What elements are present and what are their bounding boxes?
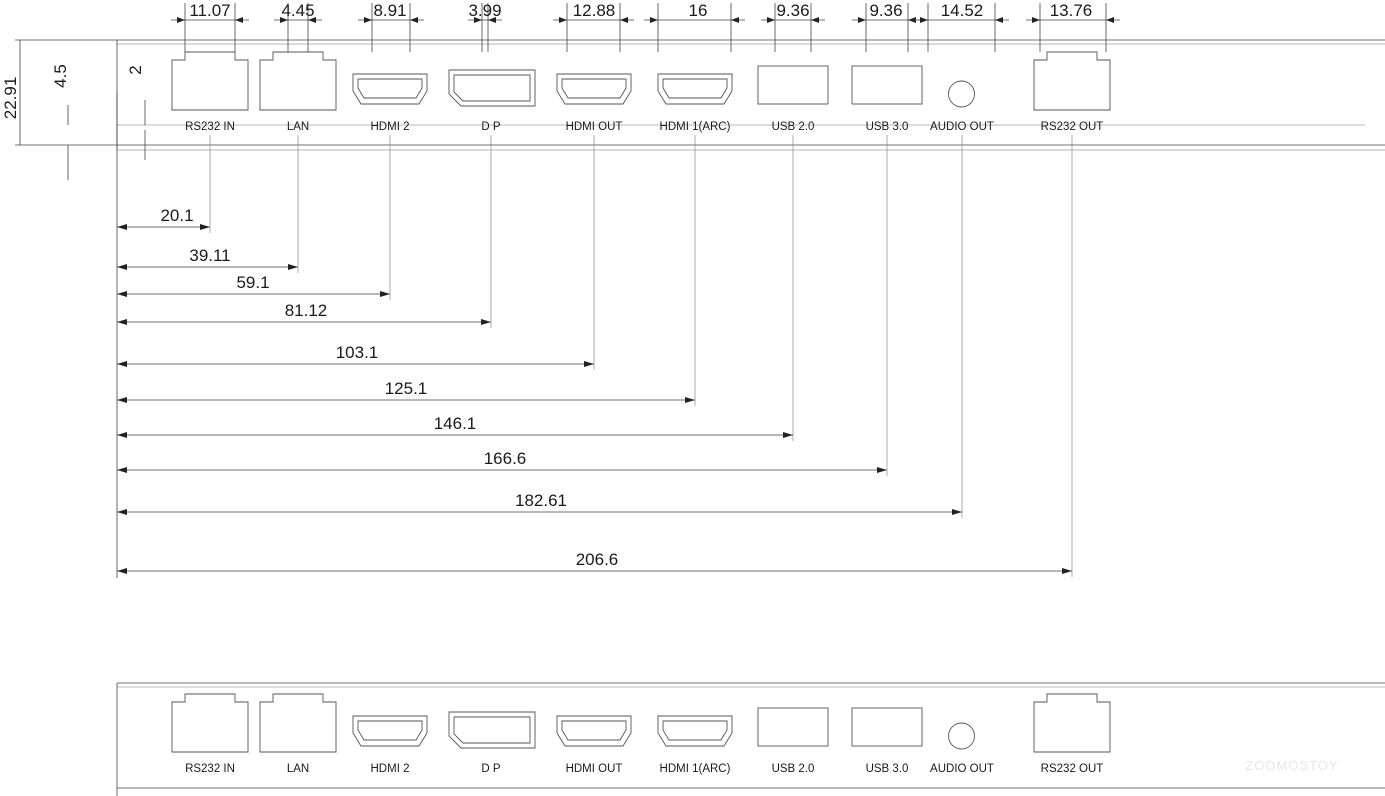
port-label-hdmi-out: HDMI OUT — [566, 121, 623, 133]
port-label-hdmi-out-bottom: HDMI OUT — [566, 763, 623, 775]
port-label-usb-3-0: USB 3.0 — [866, 121, 909, 133]
port-usb-2-0-top — [757, 65, 829, 105]
dim-total-height: 22.91 — [1, 77, 20, 120]
port-label-usb-2-0-bottom: USB 2.0 — [772, 763, 815, 775]
port-label-usb-3-0-bottom: USB 3.0 — [866, 763, 909, 775]
port-rs232-in-top — [171, 51, 249, 111]
offset-dim-hdmi-1-arc: 125.1 — [385, 379, 428, 398]
top-port-labels: RS232 IN LAN HDMI 2 D P HDMI OUT HDMI 1(ARC) U… — [185, 121, 1103, 133]
width-dim-rs232-in: 11.07 — [189, 1, 230, 20]
width-dim-audio-out: 14.52 — [941, 1, 984, 20]
offset-dim-rs232-in: 20.1 — [160, 206, 193, 225]
port-audio-out-top — [948, 80, 975, 108]
port-label-hdmi-2: HDMI 2 — [371, 121, 410, 133]
port-label-lan: LAN — [287, 121, 309, 133]
port-width-dimensions: 11.07 4.45 8.91 3.99 12.88 16 9.36 9.36 14.52 13.… — [171, 1, 1120, 52]
width-dim-usb-2-0: 9.36 — [776, 1, 809, 20]
offset-dim-rs232-out: 206.6 — [576, 550, 619, 569]
port-audio-out-bottom — [948, 722, 975, 750]
port-d-p-top — [448, 69, 536, 107]
port-hdmi-2-bottom — [352, 715, 428, 747]
bottom-ports — [171, 693, 1111, 753]
port-label-rs232-in: RS232 IN — [185, 121, 235, 133]
offset-dim-usb-2-0: 146.1 — [434, 414, 477, 433]
offset-dim-usb-3-0: 166.6 — [484, 449, 527, 468]
port-hdmi-2-top — [352, 73, 428, 105]
top-ports — [171, 51, 1111, 111]
port-label-rs232-out: RS232 OUT — [1041, 121, 1104, 133]
width-dim-rs232-out: 13.76 — [1050, 1, 1093, 20]
port-label-audio-out: AUDIO OUT — [930, 121, 994, 133]
port-hdmi-out-top — [556, 73, 632, 105]
port-label-hdmi-2-bottom: HDMI 2 — [371, 763, 410, 775]
port-label-d-p-bottom: D P — [481, 763, 501, 775]
offset-dim-hdmi-2: 59.1 — [236, 273, 269, 292]
port-label-hdmi-1-arc-bottom: HDMI 1(ARC) — [660, 763, 731, 775]
offset-dim-hdmi-out: 103.1 — [336, 343, 379, 362]
dim-edge-gap: 2 — [126, 65, 145, 74]
dim-label-band: 4.5 — [51, 64, 70, 88]
top-panel-outline — [116, 39, 1385, 151]
offset-dim-lan: 39.11 — [189, 246, 230, 265]
width-dim-hdmi-1-arc: 16 — [689, 1, 708, 20]
offset-dim-audio-out: 182.61 — [515, 491, 567, 510]
port-label-rs232-out-bottom: RS232 OUT — [1041, 763, 1104, 775]
port-usb-3-0-bottom — [851, 707, 923, 747]
watermark: ZOOMOSTOY — [1245, 758, 1338, 773]
port-rs232-out-bottom — [1033, 693, 1111, 753]
width-dim-hdmi-out: 12.88 — [573, 1, 616, 20]
vertical-dimensions: 22.91 4.5 2 — [1, 39, 146, 180]
width-dim-usb-3-0: 9.36 — [869, 1, 902, 20]
port-label-lan-bottom: LAN — [287, 763, 309, 775]
port-hdmi-1-arc-top — [657, 73, 733, 105]
port-d-p-bottom — [448, 711, 536, 749]
port-label-hdmi-1-arc: HDMI 1(ARC) — [660, 121, 731, 133]
bottom-port-labels: RS232 IN LAN HDMI 2 D P HDMI OUT HDMI 1(ARC) U… — [185, 763, 1103, 775]
port-usb-3-0-top — [851, 65, 923, 105]
width-dim-hdmi-2: 8.91 — [373, 1, 406, 20]
offset-dimensions: 20.1 39.11 59.1 81.12 103.1 125.1 146.1 166.6 18… — [116, 92, 1073, 578]
port-hdmi-out-bottom — [556, 715, 632, 747]
width-dim-d-p: 3.99 — [468, 1, 501, 20]
port-label-d-p: D P — [481, 121, 501, 133]
port-label-usb-2-0: USB 2.0 — [772, 121, 815, 133]
port-label-rs232-in-bottom: RS232 IN — [185, 763, 235, 775]
bottom-panel-outline — [116, 682, 1385, 796]
port-label-audio-out-bottom: AUDIO OUT — [930, 763, 994, 775]
port-usb-2-0-bottom — [757, 707, 829, 747]
width-dim-lan: 4.45 — [281, 1, 314, 20]
port-lan-bottom — [259, 693, 337, 753]
port-rs232-in-bottom — [171, 693, 249, 753]
port-lan-top — [259, 51, 337, 111]
port-hdmi-1-arc-bottom — [657, 715, 733, 747]
port-rs232-out-top — [1033, 51, 1111, 111]
offset-dim-d-p: 81.12 — [285, 301, 328, 320]
